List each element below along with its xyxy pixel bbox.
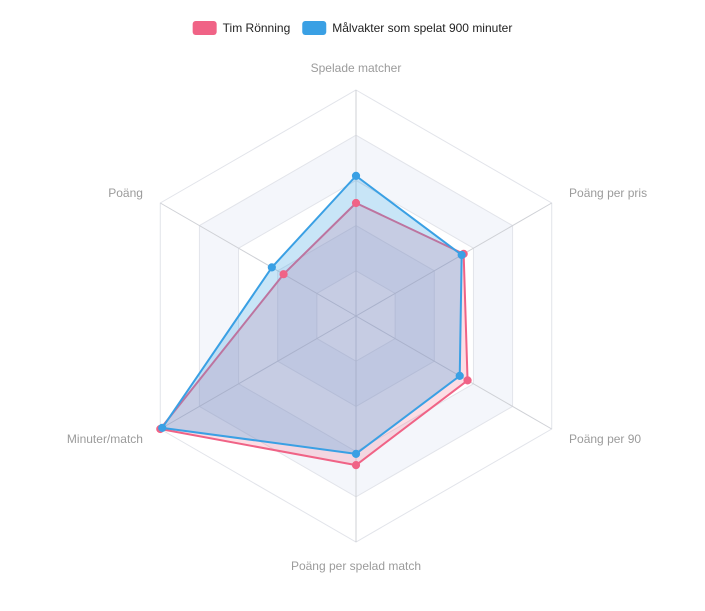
legend: Tim Rönning Målvakter som spelat 900 minu… bbox=[192, 21, 512, 35]
data-point[interactable] bbox=[267, 263, 276, 272]
legend-label: Målvakter som spelat 900 minuter bbox=[332, 21, 512, 35]
axis-label: Poäng per 90 bbox=[569, 432, 641, 446]
axis-spoke bbox=[160, 202, 357, 317]
data-point[interactable] bbox=[351, 449, 361, 458]
data-point[interactable] bbox=[158, 423, 167, 432]
axis-label: Minuter/match bbox=[67, 432, 143, 446]
axis-label: Poäng per spelad match bbox=[291, 559, 421, 573]
data-point[interactable] bbox=[351, 198, 361, 208]
legend-swatch bbox=[192, 21, 217, 35]
axis-label: Poäng per pris bbox=[569, 186, 647, 200]
axis-label: Poäng bbox=[108, 186, 143, 200]
legend-label: Tim Rönning bbox=[223, 21, 291, 35]
data-point[interactable] bbox=[463, 376, 472, 385]
data-series bbox=[156, 171, 472, 470]
axis-spoke bbox=[160, 315, 357, 430]
data-point[interactable] bbox=[455, 371, 464, 380]
legend-item[interactable]: Målvakter som spelat 900 minuter bbox=[302, 21, 512, 35]
legend-swatch bbox=[302, 21, 327, 35]
data-point[interactable] bbox=[279, 270, 288, 279]
data-point[interactable] bbox=[457, 250, 466, 260]
legend-item[interactable]: Tim Rönning bbox=[192, 21, 291, 35]
data-point[interactable] bbox=[351, 461, 361, 470]
axis-spoke bbox=[355, 202, 552, 317]
axis-label: Spelade matcher bbox=[311, 61, 402, 75]
data-point[interactable] bbox=[351, 171, 361, 180]
axis-labels: Spelade matcher Poäng per pris Poäng per 9… bbox=[67, 61, 647, 573]
axis-spoke bbox=[355, 315, 552, 430]
